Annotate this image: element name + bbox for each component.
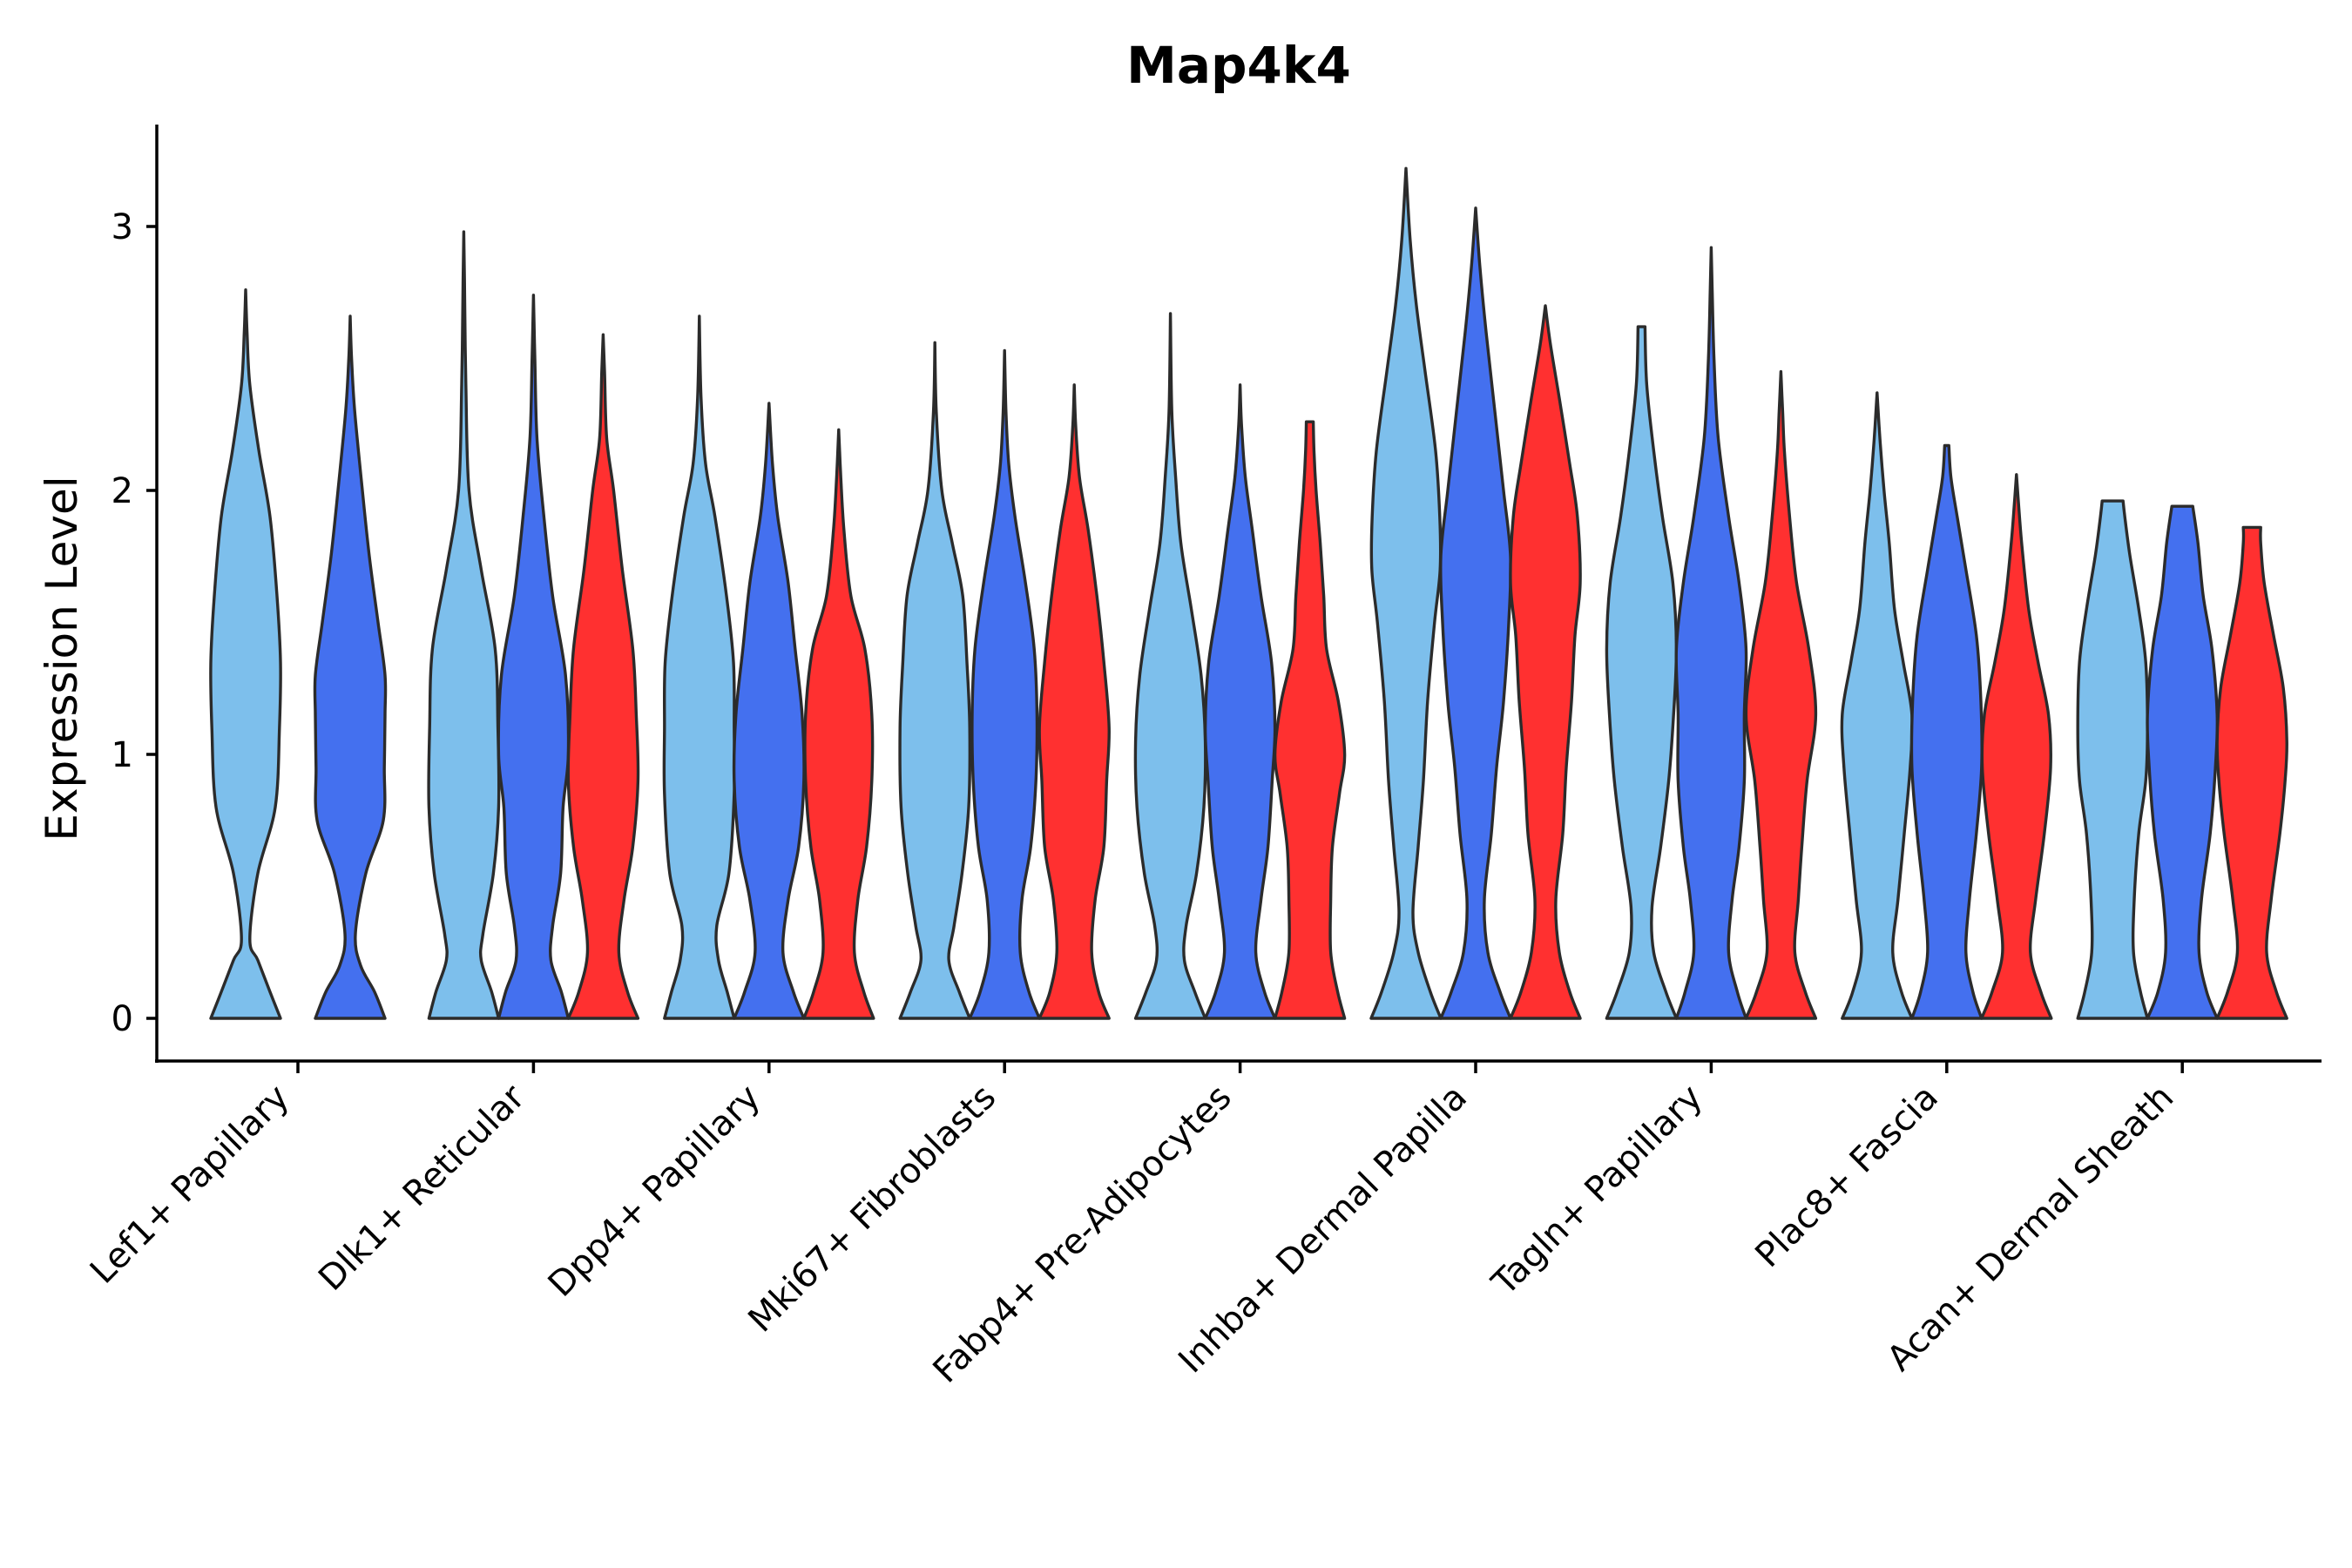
x-tick-label: Lef1+ Papillary [83, 1078, 297, 1292]
violin-6-2 [1438, 206, 1513, 1020]
violin-8-3 [1980, 473, 2053, 1020]
x-ticks: Lef1+ Papillary Dlk1+ Reticular Dpp4+ Papi… [83, 1061, 2184, 1391]
x-tick-label: Dpp4+ Papillary [541, 1078, 768, 1305]
violin-6-3 [1509, 304, 1582, 1020]
chart-title: Map4k4 [1126, 36, 1351, 95]
violin-9-1 [2076, 499, 2149, 1020]
violin-9-2 [2146, 504, 2220, 1020]
violin-9-3 [2215, 525, 2288, 1020]
violin-4-3 [1037, 383, 1111, 1020]
violin-6-1 [1369, 166, 1443, 1020]
axes [155, 125, 2322, 1063]
violin-1-1 [209, 288, 282, 1020]
violin-7-3 [1744, 369, 1818, 1020]
y-tick-label: 3 [112, 207, 133, 247]
violin-5-2 [1203, 383, 1277, 1020]
violin-3-1 [662, 314, 736, 1020]
violin-3-3 [802, 428, 875, 1020]
violin-8-2 [1909, 443, 1984, 1020]
violin-8-1 [1840, 391, 1914, 1020]
x-tick-label: Mki67+ Fibroblasts [740, 1078, 1004, 1341]
violin-2-1 [427, 230, 501, 1020]
violin-2-3 [566, 333, 640, 1020]
violin-7-2 [1674, 246, 1748, 1020]
violin-4-1 [898, 341, 972, 1020]
x-tick-label: Dlk1+ Reticular [311, 1077, 533, 1299]
violin-2-2 [497, 294, 571, 1020]
violin-group [209, 166, 2288, 1020]
violin-7-1 [1605, 325, 1679, 1020]
x-tick-label: Plac8+ Fascia [1747, 1078, 1946, 1276]
y-tick-label: 1 [112, 735, 133, 775]
y-axis-label: Expression Level [37, 476, 87, 841]
y-tick-label: 2 [112, 471, 133, 511]
violin-5-1 [1133, 312, 1207, 1020]
violin-4-2 [968, 348, 1041, 1020]
y-tick-label: 0 [112, 999, 133, 1039]
violin-5-3 [1273, 420, 1347, 1020]
x-tick-label: Tagln+ Papillary [1484, 1078, 1711, 1304]
y-ticks: 0 1 2 3 [112, 207, 157, 1039]
violin-1-2 [313, 314, 388, 1020]
violin-3-2 [732, 402, 806, 1020]
